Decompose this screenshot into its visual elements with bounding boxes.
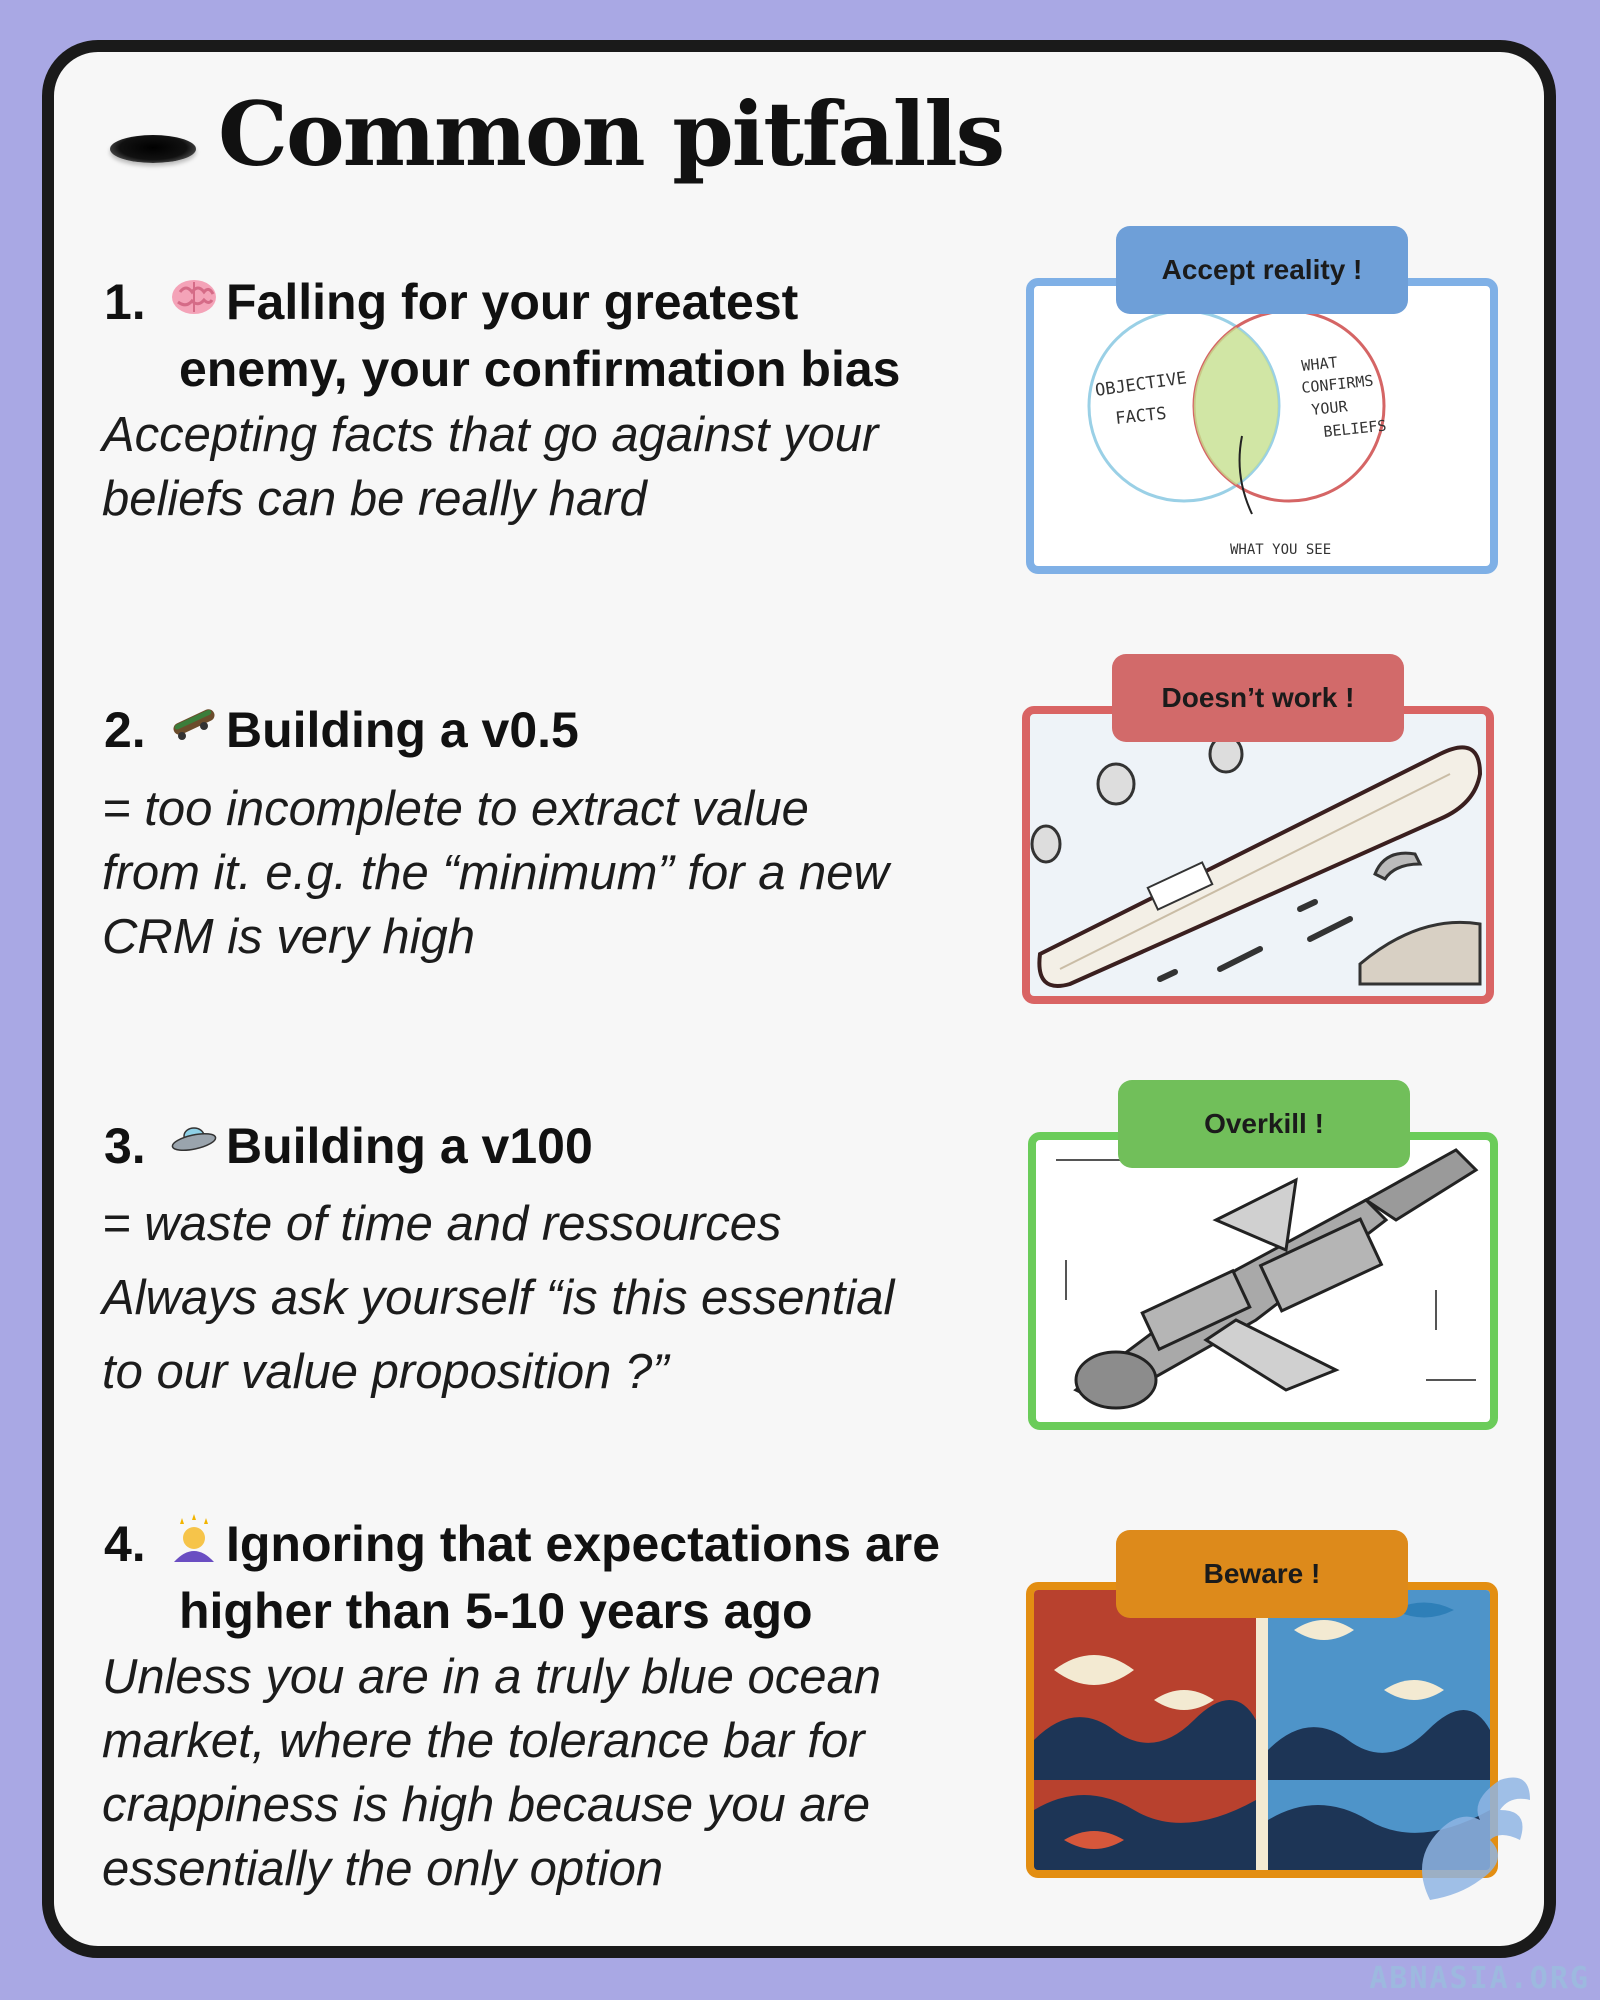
venn-diagram-image: OBJECTIVE FACTS WHAT CONFIRMS YOUR BELIE… xyxy=(1026,278,1498,574)
item-heading-line1: Falling for your greatest xyxy=(226,274,799,330)
venn-left-label-line2: FACTS xyxy=(1114,404,1167,429)
item-description-line: market, where the tolerance bar for xyxy=(102,1714,865,1768)
beware-tag: Beware ! xyxy=(1116,1530,1408,1618)
item-description-line: CRM is very high xyxy=(102,910,476,964)
spaceship-blueprint-image xyxy=(1028,1132,1498,1430)
item-description-line: Accepting facts that go against your xyxy=(102,408,879,462)
item-description-line: from it. e.g. the “minimum” for a new xyxy=(102,846,889,900)
item-description-line: = waste of time and ressources xyxy=(102,1197,782,1251)
item-number: 3. xyxy=(104,1118,146,1174)
item-number: 1. xyxy=(104,274,146,330)
doesnt-work-tag: Doesn’t work ! xyxy=(1112,654,1404,742)
item-description-line: Unless you are in a truly blue ocean xyxy=(102,1650,881,1704)
page-title: Common pitfalls xyxy=(218,82,1005,186)
hole-icon xyxy=(110,135,196,163)
pitfall-item-3: 3. Building a v100 = waste of time and r… xyxy=(102,1114,984,1409)
item-description-line: crappiness is high because you are xyxy=(102,1778,871,1832)
venn-right-label-line2: CONFIRMS xyxy=(1301,372,1375,397)
title-row: Common pitfalls xyxy=(110,82,1005,186)
item-description-line: = too incomplete to extract value xyxy=(102,782,809,836)
accept-reality-tag: Accept reality ! xyxy=(1116,226,1408,314)
item-heading-line1: Building a v100 xyxy=(226,1118,593,1174)
venn-right-label-line3: YOUR xyxy=(1311,397,1350,419)
item-heading-line1: Building a v0.5 xyxy=(226,702,579,758)
item-number: 4. xyxy=(104,1516,146,1572)
item-heading-line2: enemy, your confirmation bias xyxy=(179,341,901,397)
item-description-line: essentially the only option xyxy=(102,1842,664,1896)
pitfall-item-4: 4. Ignoring that expectations are higher… xyxy=(102,1512,984,1901)
pitfall-item-1: 1. Falling for your greatest enemy, your… xyxy=(102,270,984,531)
pitfall-item-2: 2. Building a v0.5 = too incomplete to e… xyxy=(102,698,984,969)
red-blue-ocean-image xyxy=(1026,1582,1498,1878)
item-description-line: Always ask yourself “is this essential xyxy=(102,1271,895,1325)
dizzy-person-icon xyxy=(168,1512,226,1579)
item-heading-line1: Ignoring that expectations are xyxy=(226,1516,941,1572)
item-number: 2. xyxy=(104,702,146,758)
venn-bottom-label: WHAT YOU SEE xyxy=(1230,542,1331,558)
venn-left-label-line1: OBJECTIVE xyxy=(1094,368,1188,401)
brain-icon xyxy=(168,270,226,337)
watermark-text: ABNASIA.ORG xyxy=(1369,1961,1590,1996)
overkill-tag: Overkill ! xyxy=(1118,1080,1410,1168)
venn-right-label-line1: WHAT xyxy=(1301,353,1339,375)
watermark-logo xyxy=(1422,1777,1530,1900)
item-description-line: to our value proposition ?” xyxy=(102,1345,669,1399)
skateboard-parts-image xyxy=(1022,706,1494,1004)
flying-saucer-icon xyxy=(168,1114,226,1181)
skateboard-icon xyxy=(168,698,226,765)
item-heading-line2: higher than 5-10 years ago xyxy=(179,1583,813,1639)
item-description-line: beliefs can be really hard xyxy=(102,472,647,526)
